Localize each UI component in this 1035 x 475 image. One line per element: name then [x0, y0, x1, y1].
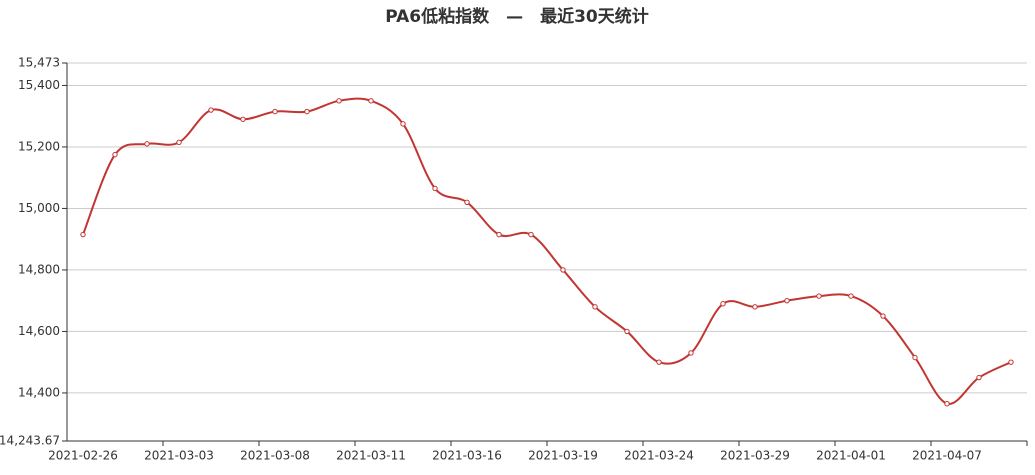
y-tick-label: 14,243.67 [0, 434, 60, 448]
point [112, 151, 118, 158]
point [1008, 359, 1014, 365]
x-tick-label: 2021-03-19 [528, 449, 598, 463]
chart-title: PA6低粘指数 — 最近30天统计 [385, 6, 649, 27]
point [880, 313, 886, 319]
point [944, 400, 950, 407]
y-tick-label: 15,000 [18, 201, 60, 215]
y-tick-label: 14,600 [18, 324, 60, 338]
point [784, 297, 790, 304]
y-tick-label: 15,200 [18, 139, 60, 153]
point [976, 374, 982, 381]
x-tick-label: 2021-03-11 [336, 449, 406, 463]
y-tick-label: 15,400 [18, 78, 60, 92]
x-tick-label: 2021-02-26 [48, 449, 118, 463]
point [464, 199, 470, 205]
line [82, 97, 1012, 405]
point [912, 354, 918, 361]
y-tick-label: 14,800 [18, 262, 60, 276]
point [144, 141, 150, 147]
x-tick-label: 2021-03-24 [624, 449, 694, 463]
point [688, 350, 694, 356]
point [752, 304, 758, 310]
y-tick-label: 14,400 [18, 385, 60, 399]
point [336, 98, 342, 104]
point [528, 231, 534, 238]
x-tick-label: 2021-04-01 [816, 449, 886, 463]
point [400, 121, 406, 127]
point [720, 301, 726, 307]
x-tick-label: 2021-03-03 [144, 449, 214, 463]
point [240, 116, 246, 122]
x-tick-label: 2021-04-07 [912, 449, 982, 463]
point [624, 328, 630, 335]
point [304, 108, 310, 115]
point [272, 108, 278, 115]
point [656, 359, 662, 365]
point [496, 231, 502, 238]
point [560, 267, 566, 273]
x-tick-label: 2021-03-08 [240, 449, 310, 463]
point [816, 293, 822, 299]
x-tick-label: 2021-03-16 [432, 449, 502, 463]
x-tick-label: 2021-03-29 [720, 449, 790, 463]
y-tick-label: 15,473 [18, 56, 60, 70]
point [848, 293, 854, 299]
point [80, 231, 86, 238]
point [368, 98, 374, 104]
point [176, 139, 182, 146]
point [208, 107, 214, 113]
point [592, 304, 598, 310]
point [432, 185, 438, 192]
